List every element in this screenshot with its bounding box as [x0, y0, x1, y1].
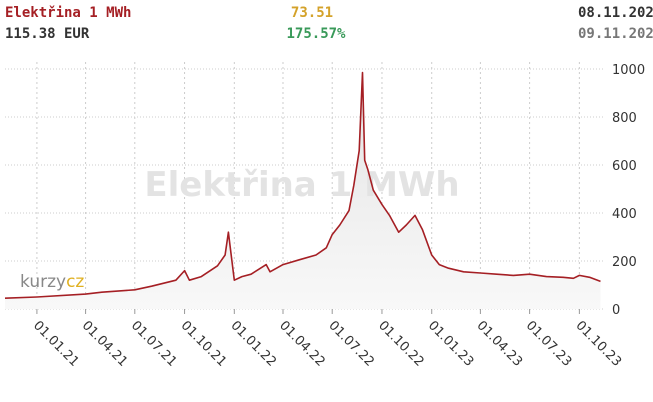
- x-tick-label: 01.10.21: [178, 318, 230, 370]
- x-tick-label: 01.04.23: [474, 318, 526, 370]
- x-tick-label: 01.01.21: [30, 318, 82, 370]
- logo: kurzycz: [20, 272, 84, 292]
- x-tick-label: 01.01.22: [227, 318, 279, 370]
- area: [5, 72, 601, 309]
- y-tick-label: 400: [612, 207, 637, 222]
- y-tick-label: 0: [612, 303, 620, 318]
- y-tick-label: 200: [612, 255, 637, 270]
- x-tick-label: 01.01.23: [425, 318, 477, 370]
- x-tick-label: 01.10.22: [375, 318, 427, 370]
- line: [4, 71, 601, 299]
- x-tick-label: 01.07.23: [523, 318, 575, 370]
- chart-title: Elektřina 1 MWh: [5, 5, 131, 21]
- x-tick-label: 01.04.22: [276, 318, 328, 370]
- change-percent: 175.57%: [286, 26, 346, 42]
- x-tick-label: 01.04.21: [79, 318, 131, 370]
- y-tick-label: 800: [612, 111, 637, 126]
- date-from: 08.11.202: [578, 5, 653, 21]
- y-tick-label: 1000: [612, 63, 645, 78]
- x-tick-label: 01.07.21: [128, 318, 180, 370]
- x-tick-label: 01.10.23: [573, 318, 625, 370]
- x-tick-label: 01.07.22: [325, 318, 377, 370]
- logo-text: kurzy: [20, 272, 66, 292]
- price: 115.38 EUR: [5, 26, 90, 42]
- change: 73.51: [291, 5, 333, 21]
- logo-text: cz: [66, 272, 84, 292]
- date-to: 09.11.202: [578, 26, 653, 42]
- watermark: Elektřina 1 MWh: [144, 165, 459, 205]
- y-tick-label: 600: [612, 159, 637, 174]
